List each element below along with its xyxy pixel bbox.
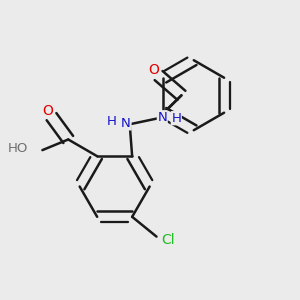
Text: N: N <box>158 111 167 124</box>
Text: N: N <box>121 117 131 130</box>
Text: O: O <box>42 104 53 118</box>
Text: O: O <box>148 63 160 77</box>
Text: Cl: Cl <box>161 233 175 247</box>
Text: H: H <box>107 115 117 128</box>
Text: H: H <box>171 112 181 125</box>
Text: HO: HO <box>8 142 28 155</box>
